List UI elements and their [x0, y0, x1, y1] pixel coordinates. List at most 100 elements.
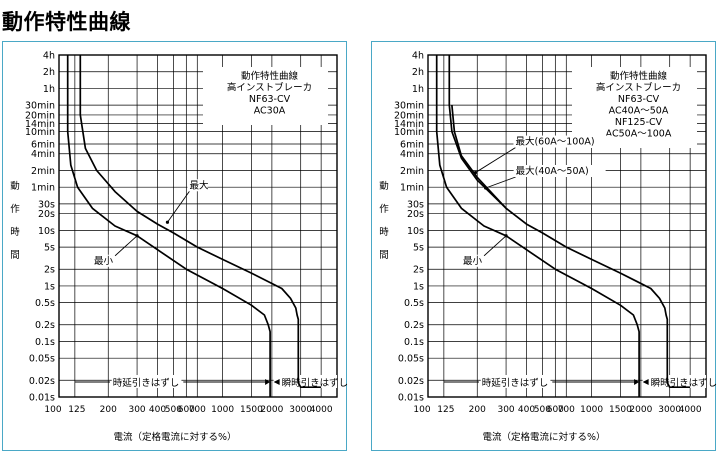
y-tick-label: 2h	[412, 67, 424, 78]
y-tick-label: 4h	[43, 51, 55, 62]
y-tick-label: 2min	[31, 166, 55, 177]
time-delay-label-bg	[111, 375, 182, 388]
y-tick-label: 20s	[38, 209, 55, 220]
info-box-line: 高インストブレーカ	[596, 82, 681, 94]
plot-frame	[427, 54, 707, 398]
series-line	[79, 55, 322, 389]
y-tick-label: 0.05s	[398, 354, 424, 365]
y-tick-label: 1min	[31, 183, 55, 194]
annotation-label: 最大(60A～100A)	[515, 136, 594, 148]
time-delay-arrowhead	[265, 379, 271, 385]
x-tick-label: 3000	[658, 405, 681, 415]
x-tick-label: 100	[413, 405, 430, 415]
y-tick-label: 14min	[25, 119, 55, 130]
x-axis-title: 電流（定格電流に対する%）	[113, 431, 236, 443]
y-tick-label: 10min	[394, 127, 424, 138]
info-box	[203, 67, 328, 125]
x-tick-label: 125	[437, 405, 454, 415]
y-tick-label: 30min	[394, 101, 424, 112]
x-tick-label: 500	[165, 405, 182, 415]
annotation-label-bg	[462, 254, 483, 267]
y-axis-title-char: 動	[10, 181, 20, 192]
y-tick-label: 0.5s	[404, 298, 424, 309]
info-box	[572, 67, 697, 148]
series-line	[435, 55, 640, 397]
info-box-line: AC40A～50A	[609, 106, 669, 117]
info-box-line: 高インストブレーカ	[227, 82, 312, 94]
y-axis-title-char: 間	[379, 250, 389, 261]
x-axis-title: 電流（定格電流に対する%）	[482, 431, 605, 443]
series-line	[448, 55, 691, 389]
chart-panel-left: 4h 2h 1h 30min 20min 14min 10min 6min 4min 2min 1m…	[2, 41, 348, 451]
y-tick-label: 0.01s	[29, 393, 55, 404]
series-line	[66, 55, 271, 397]
info-box-line: NF125-CV	[615, 117, 663, 128]
annotation-label-bg	[513, 135, 614, 148]
annotation-leader	[475, 147, 516, 173]
y-tick-label: 4min	[400, 149, 424, 160]
annotation-label-bg	[93, 254, 114, 267]
info-box-line: 動作特性曲線	[610, 70, 668, 82]
y-tick-label: 6min	[400, 139, 424, 150]
annotation-label-bg	[187, 179, 208, 192]
y-tick-label: 0.02s	[398, 376, 424, 387]
y-tick-label: 1h	[412, 84, 424, 95]
info-box-line: AC50A～100A	[606, 129, 672, 140]
annotation-leader	[485, 176, 516, 189]
x-tick-label: 200	[100, 405, 117, 415]
y-tick-label: 10s	[38, 226, 55, 237]
instant-arrowhead	[273, 379, 280, 385]
y-tick-label: 4min	[31, 149, 55, 160]
annotation-label: 最大	[189, 179, 209, 191]
info-box-line: NF63-CV	[249, 94, 291, 105]
annotation-dot	[135, 234, 139, 238]
annotation-label-bg	[513, 165, 606, 178]
x-tick-label: 600	[547, 405, 564, 415]
y-tick-label: 2s	[413, 265, 424, 276]
y-axis-title-char: 動	[379, 181, 389, 192]
x-tick-label: 1000	[211, 405, 234, 415]
y-tick-label: 0.5s	[35, 298, 55, 309]
x-tick-label: 4000	[310, 405, 333, 415]
y-tick-label: 1h	[43, 84, 55, 95]
x-tick-label: 2000	[629, 405, 652, 415]
annotation-leader	[114, 235, 138, 257]
y-tick-label: 6min	[31, 139, 55, 150]
y-tick-label: 0.05s	[29, 354, 55, 365]
instant-label-bg	[273, 375, 337, 388]
x-tick-label: 300	[128, 405, 145, 415]
y-tick-label: 2h	[43, 67, 55, 78]
y-tick-label: 1s	[413, 281, 424, 292]
y-axis-title-char: 時	[10, 227, 20, 238]
time-delay-label: 時延引きはずし	[113, 377, 180, 389]
y-tick-label: 0.2s	[35, 320, 55, 331]
annotation-dot	[504, 234, 508, 238]
x-tick-label: 500	[534, 405, 551, 415]
annotation-leader	[483, 235, 507, 257]
annotation-dot	[473, 170, 478, 175]
x-tick-label: 125	[68, 405, 85, 415]
y-tick-label: 5s	[44, 243, 55, 254]
annotation-label: 最小	[94, 256, 114, 267]
y-tick-label: 30s	[38, 199, 55, 210]
x-tick-label: 200	[469, 405, 486, 415]
time-delay-arrowhead	[634, 379, 640, 385]
y-tick-label: 5s	[413, 243, 424, 254]
y-tick-label: 30min	[25, 101, 55, 112]
y-tick-label: 1s	[44, 281, 55, 292]
info-box-line: NF63-CV	[618, 94, 660, 105]
instant-label-bg	[642, 375, 706, 388]
y-tick-label: 20min	[394, 110, 424, 121]
y-tick-label: 20min	[25, 110, 55, 121]
info-box-line: 動作特性曲線	[241, 70, 299, 82]
chart-panel-right: 4h 2h 1h 30min 20min 14min 10min 6min 4min 2min 1m…	[371, 41, 717, 451]
x-tick-label: 4000	[679, 405, 702, 415]
y-tick-label: 30s	[407, 199, 424, 210]
x-tick-label: 700	[189, 405, 206, 415]
time-delay-label: 時延引きはずし	[482, 377, 549, 389]
y-tick-label: 1min	[400, 183, 424, 194]
x-tick-label: 400	[149, 405, 166, 415]
x-tick-label: 1500	[240, 405, 263, 415]
instant-arrowhead	[642, 379, 649, 385]
